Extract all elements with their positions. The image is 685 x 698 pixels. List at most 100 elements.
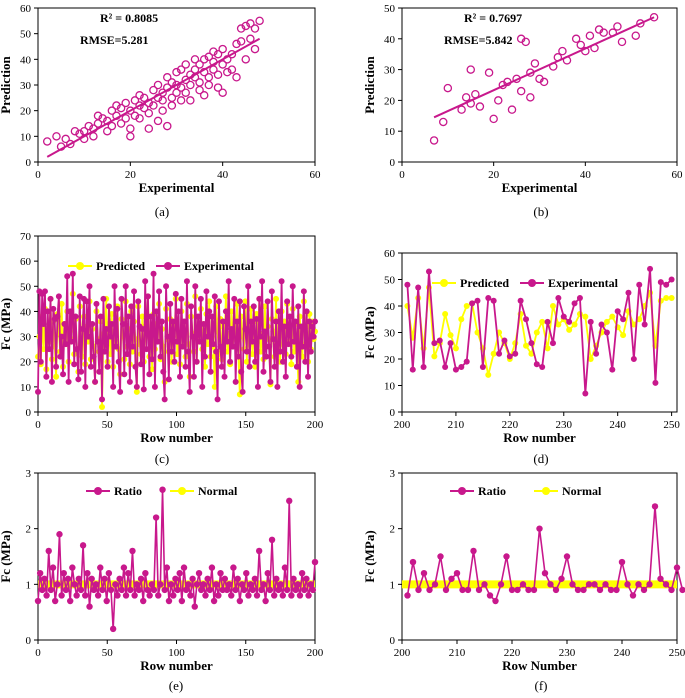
- experimental-point: [190, 373, 197, 380]
- y-tick-label: 0: [390, 157, 396, 169]
- ratio-point: [662, 581, 670, 588]
- ratio-point: [415, 586, 422, 594]
- experimental-point: [183, 278, 190, 285]
- experimental-point: [85, 333, 92, 340]
- experimental-point: [228, 326, 235, 333]
- experimental-point: [104, 363, 111, 370]
- data-point: [204, 73, 214, 82]
- experimental-point: [245, 283, 252, 290]
- data-point: [190, 55, 200, 64]
- experimental-point: [129, 343, 136, 350]
- experimental-point: [246, 363, 253, 370]
- predicted-point: [544, 345, 551, 352]
- data-point: [613, 22, 622, 31]
- experimental-point: [207, 368, 214, 375]
- ratio-point: [228, 592, 235, 599]
- data-point: [135, 101, 144, 110]
- ratio-point: [294, 581, 302, 588]
- y-tick-label: 60: [384, 248, 396, 260]
- experimental-point: [146, 371, 153, 378]
- experimental-point: [117, 388, 124, 395]
- ratio-point: [591, 581, 598, 588]
- y-tick-label: 10: [20, 131, 32, 143]
- experimental-point: [501, 337, 508, 344]
- experimental-point: [305, 373, 312, 380]
- ratio-point: [596, 586, 604, 594]
- x-tick-label: 210: [448, 419, 465, 431]
- experimental-point: [213, 348, 220, 355]
- ratio-point: [167, 581, 175, 588]
- experimental-point: [299, 343, 306, 350]
- experimental-point: [663, 281, 670, 288]
- predicted-point: [620, 332, 627, 339]
- ratio-point: [437, 553, 444, 560]
- ratio-point: [62, 586, 70, 594]
- ratio-point: [668, 586, 675, 594]
- experimental-point: [89, 321, 96, 327]
- data-point: [246, 19, 255, 28]
- y-tick-label: 20: [20, 357, 32, 369]
- ratio-point: [146, 592, 153, 599]
- y-tick-label: 10: [384, 126, 396, 138]
- experimental-point: [215, 298, 222, 305]
- chart-panel-a: 0 20 40 60 0 10 20 30 40 50 60 Experimental Predicti…: [0, 3, 321, 219]
- experimental-point: [163, 283, 170, 290]
- ratio-point: [486, 592, 494, 599]
- data-point: [126, 124, 135, 133]
- x-tick-label: 150: [238, 419, 255, 431]
- experimental-point: [309, 323, 316, 330]
- ratio-point: [301, 586, 308, 594]
- experimental-point: [517, 297, 524, 304]
- x-tick-label: 200: [394, 419, 411, 431]
- legend-swatch-marker: [440, 279, 448, 287]
- experimental-point: [200, 321, 207, 327]
- experimental-point: [176, 373, 183, 380]
- y-tick-label: 20: [384, 354, 396, 366]
- data-point: [139, 103, 149, 113]
- data-point: [438, 117, 448, 127]
- ratio-point: [236, 597, 244, 605]
- ratio-point: [39, 586, 46, 594]
- legend-swatch-marker: [164, 262, 172, 270]
- predicted-point: [133, 388, 140, 395]
- experimental-point: [250, 303, 257, 310]
- predicted-point: [442, 310, 449, 317]
- experimental-point: [266, 343, 273, 350]
- experimental-point: [53, 363, 60, 370]
- ratio-point: [105, 570, 113, 577]
- data-point: [42, 137, 52, 146]
- predicted-point: [539, 318, 546, 325]
- experimental-point: [452, 366, 459, 373]
- experimental-point: [225, 278, 232, 285]
- y-tick-label: 50: [20, 281, 32, 293]
- experimental-point: [404, 281, 411, 288]
- ratio-point: [607, 586, 615, 594]
- ratio-point: [251, 575, 259, 582]
- experimental-point: [154, 338, 161, 345]
- predicted-point: [571, 321, 578, 328]
- predicted-point: [206, 298, 213, 305]
- experimental-point: [203, 288, 210, 295]
- experimental-point: [65, 378, 72, 385]
- y-tick-label: 10: [20, 382, 32, 394]
- data-point: [163, 73, 172, 82]
- experimental-point: [474, 297, 481, 304]
- experimental-point: [87, 363, 94, 370]
- data-point: [195, 78, 204, 87]
- data-point: [130, 111, 140, 121]
- experimental-point: [463, 358, 470, 365]
- ratio-point: [558, 575, 565, 582]
- data-point: [571, 34, 581, 44]
- data-point: [190, 65, 200, 74]
- data-point: [466, 65, 475, 74]
- experimental-point: [239, 388, 246, 395]
- experimental-point: [229, 343, 236, 350]
- chart-panel-f: 200 210 220 230 240 250 0 1 2 3 Row Number Fc (MPa)…: [362, 468, 685, 693]
- experimental-point: [73, 346, 80, 353]
- experimental-point: [479, 363, 486, 370]
- data-point: [223, 67, 232, 77]
- experimental-point: [242, 326, 249, 333]
- predicted-point: [668, 295, 675, 302]
- experimental-point: [107, 333, 114, 340]
- ratio-point: [279, 592, 286, 599]
